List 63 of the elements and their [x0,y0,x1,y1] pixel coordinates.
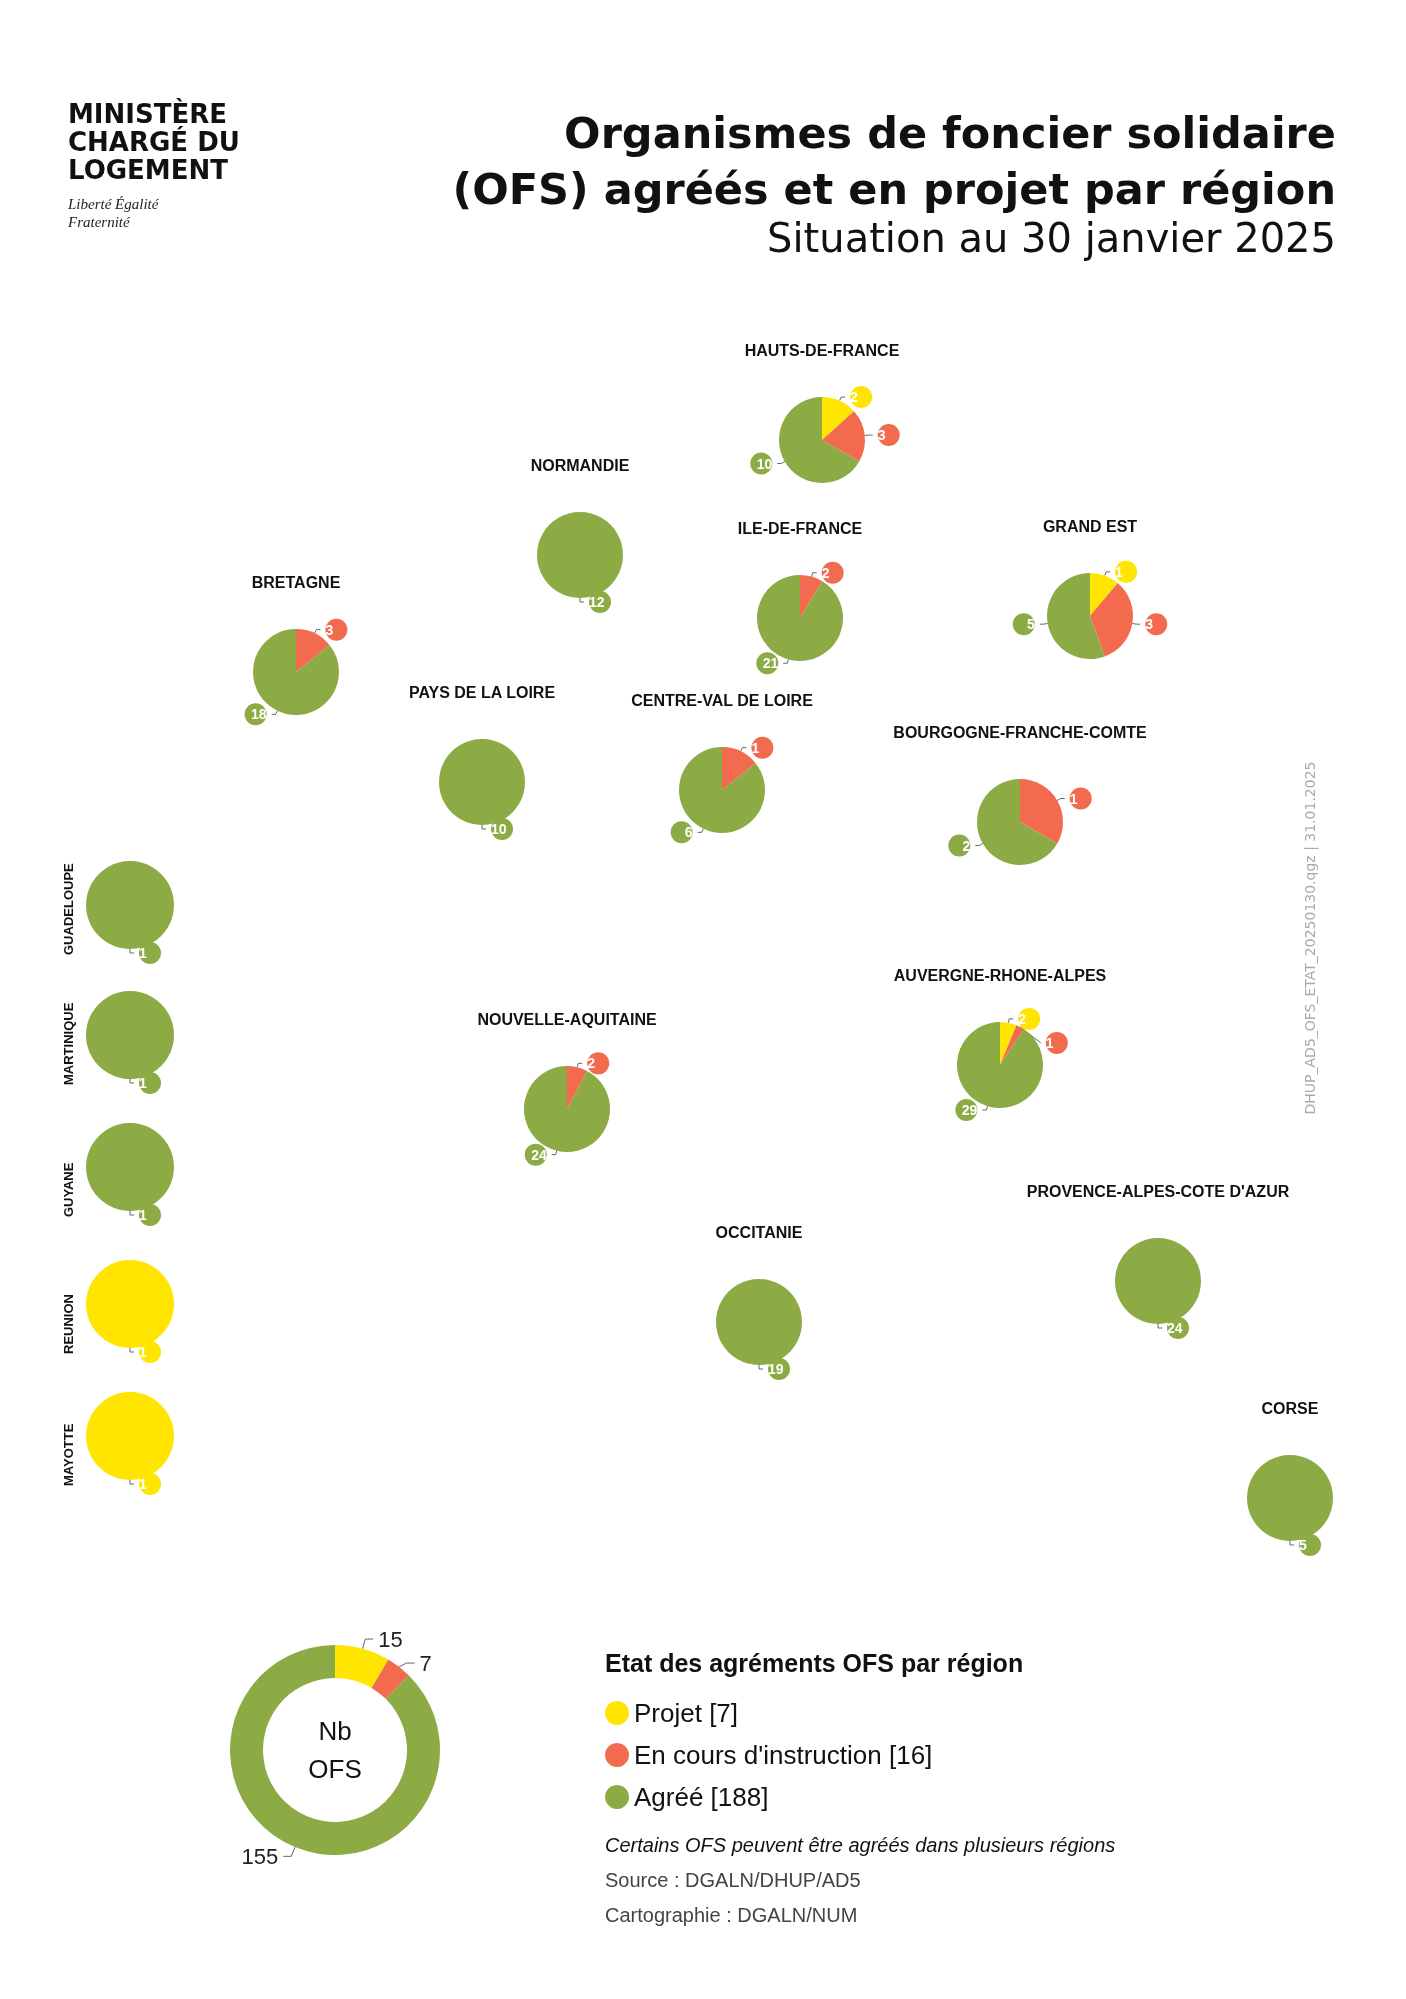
text: Liberté Égalité Fraternité [68,195,160,231]
text: GUYANE [61,1162,76,1217]
data-label: 1 [139,1476,147,1492]
data-label: 5 [1026,616,1035,633]
data-label: 24 [1167,1320,1183,1336]
data-label: 10 [491,821,507,837]
legend-label: Projet [7] [634,1698,739,1728]
data-label: 18 [251,706,267,723]
data-label: 10 [756,455,773,472]
data-label: 5 [1299,1537,1307,1553]
data-label: 6 [684,824,693,841]
text: MAYOTTE [61,1423,76,1486]
chart-title: PROVENCE-ALPES-COTE D'AZUR [1026,1182,1290,1200]
source-note: Source : DGALN/DHUP/AD5 [605,1869,861,1891]
legend-label: En cours d'instruction [16] [634,1740,933,1770]
data-label: 3 [877,427,886,444]
data-label: 155 [241,1843,279,1869]
chart-title: HAUTS-DE-FRANCE [744,341,900,359]
data-label: 1 [139,945,147,961]
data-label: 2 [587,1055,596,1072]
data-label: 21 [762,655,779,672]
chart-title: NORMANDIE [530,456,630,474]
data-label: 7 [419,1650,432,1676]
data-label: 1 [1045,1034,1054,1051]
chart-title: CORSE [1261,1399,1319,1417]
data-label: 2 [821,564,830,581]
data-label: 2 [1018,1010,1027,1027]
chart-title: AUVERGNE-RHONE-ALPES [893,966,1107,984]
data-label: 12 [589,594,605,610]
text: Cartographie : DGALN/NUM [605,1904,858,1926]
text: GUADELOUPE [61,862,76,955]
text: Organismes de foncier solidaire (OFS) agréés et en projet par région [452,108,1336,214]
data-label: 2 [850,389,859,406]
chart-title: BOURGOGNE-FRANCHE-COMTE [893,723,1147,741]
text: DHUP_AD5_OFS_ETAT_20250130.qgz | 31.01.2025 [1302,760,1318,1117]
chart-title: PAYS DE LA LOIRE [408,683,556,701]
text: REUNION [61,1294,76,1354]
data-label: 1 [139,1344,147,1360]
legend-title: Etat des agréments OFS par région [605,1648,1024,1677]
data-label: 1 [139,1207,147,1223]
text: MINISTÈRE CHARGÉ DU LOGEMENT [68,99,241,185]
chart-title: NOUVELLE-AQUITAINE [477,1010,657,1028]
data-label: 1 [751,739,760,756]
data-label: 1 [1115,563,1124,580]
data-label: 24 [531,1146,547,1163]
chart-title: CENTRE-VAL DE LOIRE [631,691,814,709]
data-label: 15 [378,1626,403,1652]
data-label: 3 [1145,616,1154,633]
data-label: 3 [325,621,334,638]
data-label: 19 [768,1361,784,1377]
chart-title: GRAND EST [1042,517,1138,535]
chart-title: BRETAGNE [251,573,341,591]
data-label: 1 [1069,790,1078,807]
text: Certains OFS peuvent être agréés dans plusieurs régions [605,1834,1116,1856]
chart-title: ILE-DE-FRANCE [737,519,863,537]
text: Nb OFS [308,1716,362,1784]
chart-title: OCCITANIE [715,1223,803,1241]
text: Situation au 30 janvier 2025 [766,215,1336,261]
legend-label: Agréé [188] [634,1782,769,1812]
data-label: 29 [961,1101,978,1118]
text: MARTINIQUE [61,1002,76,1085]
data-label: 1 [139,1075,147,1091]
data-label: 2 [962,837,971,854]
